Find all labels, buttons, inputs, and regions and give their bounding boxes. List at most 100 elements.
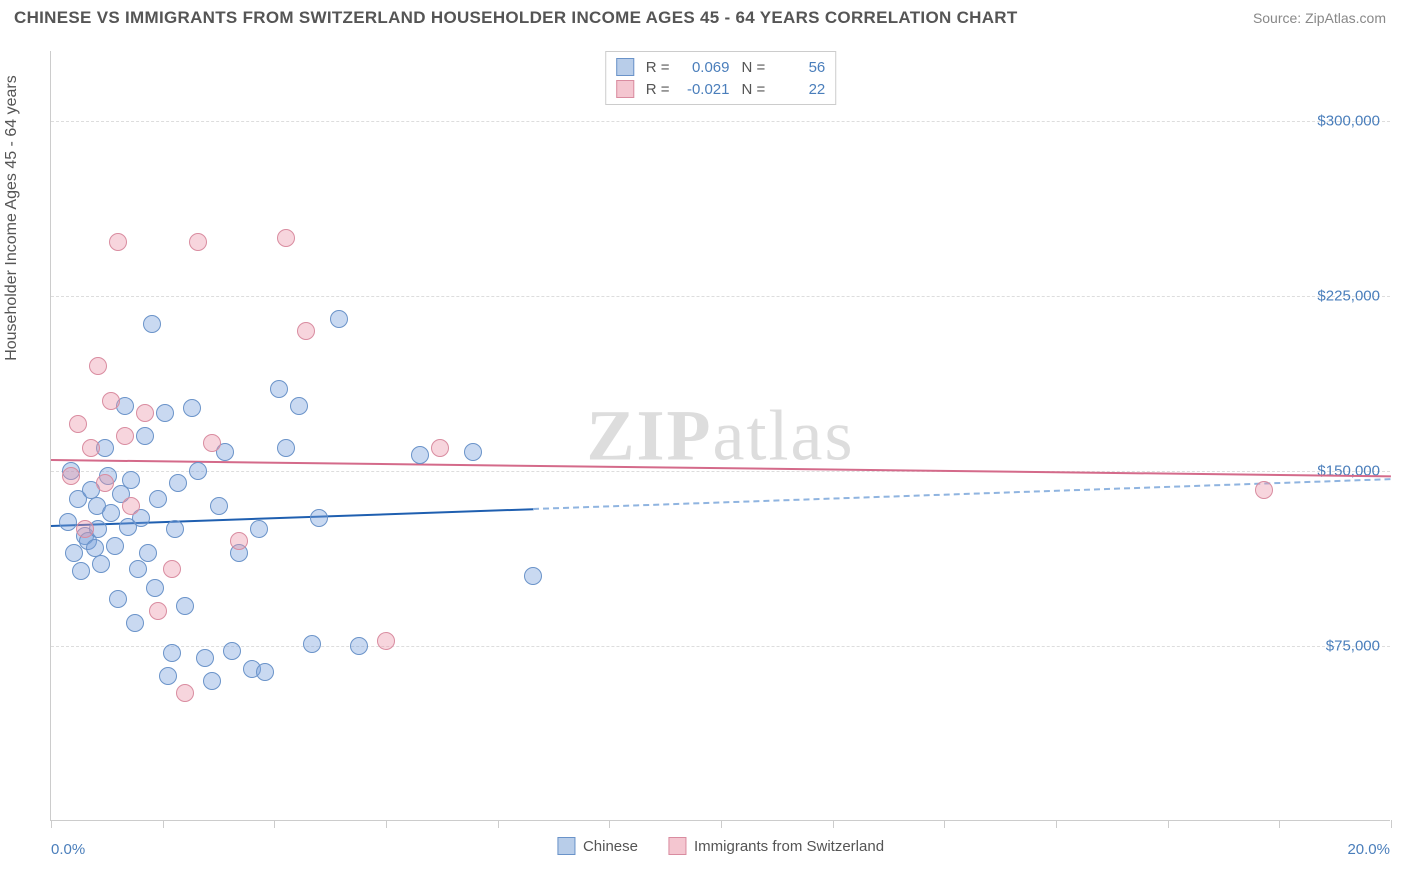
scatter-point — [163, 644, 181, 662]
gridline — [51, 121, 1390, 122]
scatter-point — [176, 684, 194, 702]
swatch-series-1 — [616, 58, 634, 76]
scatter-point — [166, 520, 184, 538]
y-tick-label: $300,000 — [1317, 113, 1380, 130]
scatter-point — [122, 497, 140, 515]
y-axis-label: Householder Income Ages 45 - 64 years — [3, 75, 21, 361]
r-value-1: 0.069 — [682, 59, 730, 76]
scatter-point — [106, 537, 124, 555]
n-label: N = — [742, 59, 766, 76]
chart-title: CHINESE VS IMMIGRANTS FROM SWITZERLAND H… — [14, 8, 1018, 28]
legend-swatch-2 — [668, 837, 686, 855]
scatter-point — [89, 357, 107, 375]
scatter-point — [431, 439, 449, 457]
n-label: N = — [742, 81, 766, 98]
n-value-2: 22 — [777, 81, 825, 98]
scatter-point — [59, 513, 77, 531]
legend-label-2: Immigrants from Switzerland — [694, 838, 884, 855]
scatter-point — [330, 310, 348, 328]
x-tick — [1279, 820, 1280, 828]
scatter-point — [230, 532, 248, 550]
scatter-point — [464, 443, 482, 461]
x-tick — [833, 820, 834, 828]
legend-swatch-1 — [557, 837, 575, 855]
scatter-point — [136, 427, 154, 445]
scatter-point — [297, 322, 315, 340]
scatter-point — [69, 415, 87, 433]
x-tick — [1391, 820, 1392, 828]
x-tick — [721, 820, 722, 828]
scatter-point — [310, 509, 328, 527]
x-tick — [386, 820, 387, 828]
scatter-point — [126, 614, 144, 632]
x-tick — [944, 820, 945, 828]
x-tick — [1168, 820, 1169, 828]
legend-item-1: Chinese — [557, 837, 638, 855]
scatter-point — [139, 544, 157, 562]
stats-box: R = 0.069 N = 56 R = -0.021 N = 22 — [605, 51, 837, 105]
watermark: ZIPatlas — [587, 394, 855, 477]
scatter-point — [277, 229, 295, 247]
scatter-point — [96, 474, 114, 492]
swatch-series-2 — [616, 80, 634, 98]
scatter-point — [109, 233, 127, 251]
x-tick — [609, 820, 610, 828]
r-label: R = — [646, 81, 670, 98]
x-tick-label-start: 0.0% — [51, 841, 85, 858]
scatter-point — [92, 555, 110, 573]
watermark-bold: ZIP — [587, 395, 713, 475]
scatter-point — [129, 560, 147, 578]
scatter-point — [350, 637, 368, 655]
chart-header: CHINESE VS IMMIGRANTS FROM SWITZERLAND H… — [0, 0, 1406, 36]
scatter-point — [159, 667, 177, 685]
scatter-point — [183, 399, 201, 417]
gridline — [51, 646, 1390, 647]
scatter-point — [290, 397, 308, 415]
gridline — [51, 296, 1390, 297]
r-value-2: -0.021 — [682, 81, 730, 98]
scatter-point — [176, 597, 194, 615]
scatter-point — [163, 560, 181, 578]
n-value-1: 56 — [777, 59, 825, 76]
scatter-point — [102, 392, 120, 410]
scatter-point — [189, 462, 207, 480]
plot-area: ZIPatlas R = 0.069 N = 56 R = -0.021 N =… — [50, 51, 1390, 821]
scatter-point — [524, 567, 542, 585]
legend-label-1: Chinese — [583, 838, 638, 855]
stats-row-2: R = -0.021 N = 22 — [616, 78, 826, 100]
scatter-point — [136, 404, 154, 422]
x-tick — [1056, 820, 1057, 828]
stats-row-1: R = 0.069 N = 56 — [616, 56, 826, 78]
chart-container: Householder Income Ages 45 - 64 years ZI… — [0, 36, 1406, 876]
scatter-point — [102, 504, 120, 522]
r-label: R = — [646, 59, 670, 76]
scatter-point — [72, 562, 90, 580]
scatter-point — [86, 539, 104, 557]
scatter-point — [256, 663, 274, 681]
scatter-point — [210, 497, 228, 515]
scatter-point — [277, 439, 295, 457]
gridline — [51, 471, 1390, 472]
x-tick-label-end: 20.0% — [1347, 841, 1390, 858]
x-tick — [498, 820, 499, 828]
x-tick — [163, 820, 164, 828]
scatter-point — [1255, 481, 1273, 499]
scatter-point — [303, 635, 321, 653]
scatter-point — [149, 602, 167, 620]
legend-item-2: Immigrants from Switzerland — [668, 837, 884, 855]
scatter-point — [62, 467, 80, 485]
scatter-point — [149, 490, 167, 508]
scatter-point — [223, 642, 241, 660]
bottom-legend: Chinese Immigrants from Switzerland — [557, 837, 884, 855]
scatter-point — [196, 649, 214, 667]
scatter-point — [156, 404, 174, 422]
scatter-point — [203, 434, 221, 452]
scatter-point — [169, 474, 187, 492]
scatter-point — [76, 520, 94, 538]
scatter-point — [116, 427, 134, 445]
scatter-point — [250, 520, 268, 538]
scatter-point — [270, 380, 288, 398]
scatter-point — [146, 579, 164, 597]
source-label: Source: ZipAtlas.com — [1253, 10, 1386, 26]
scatter-point — [411, 446, 429, 464]
